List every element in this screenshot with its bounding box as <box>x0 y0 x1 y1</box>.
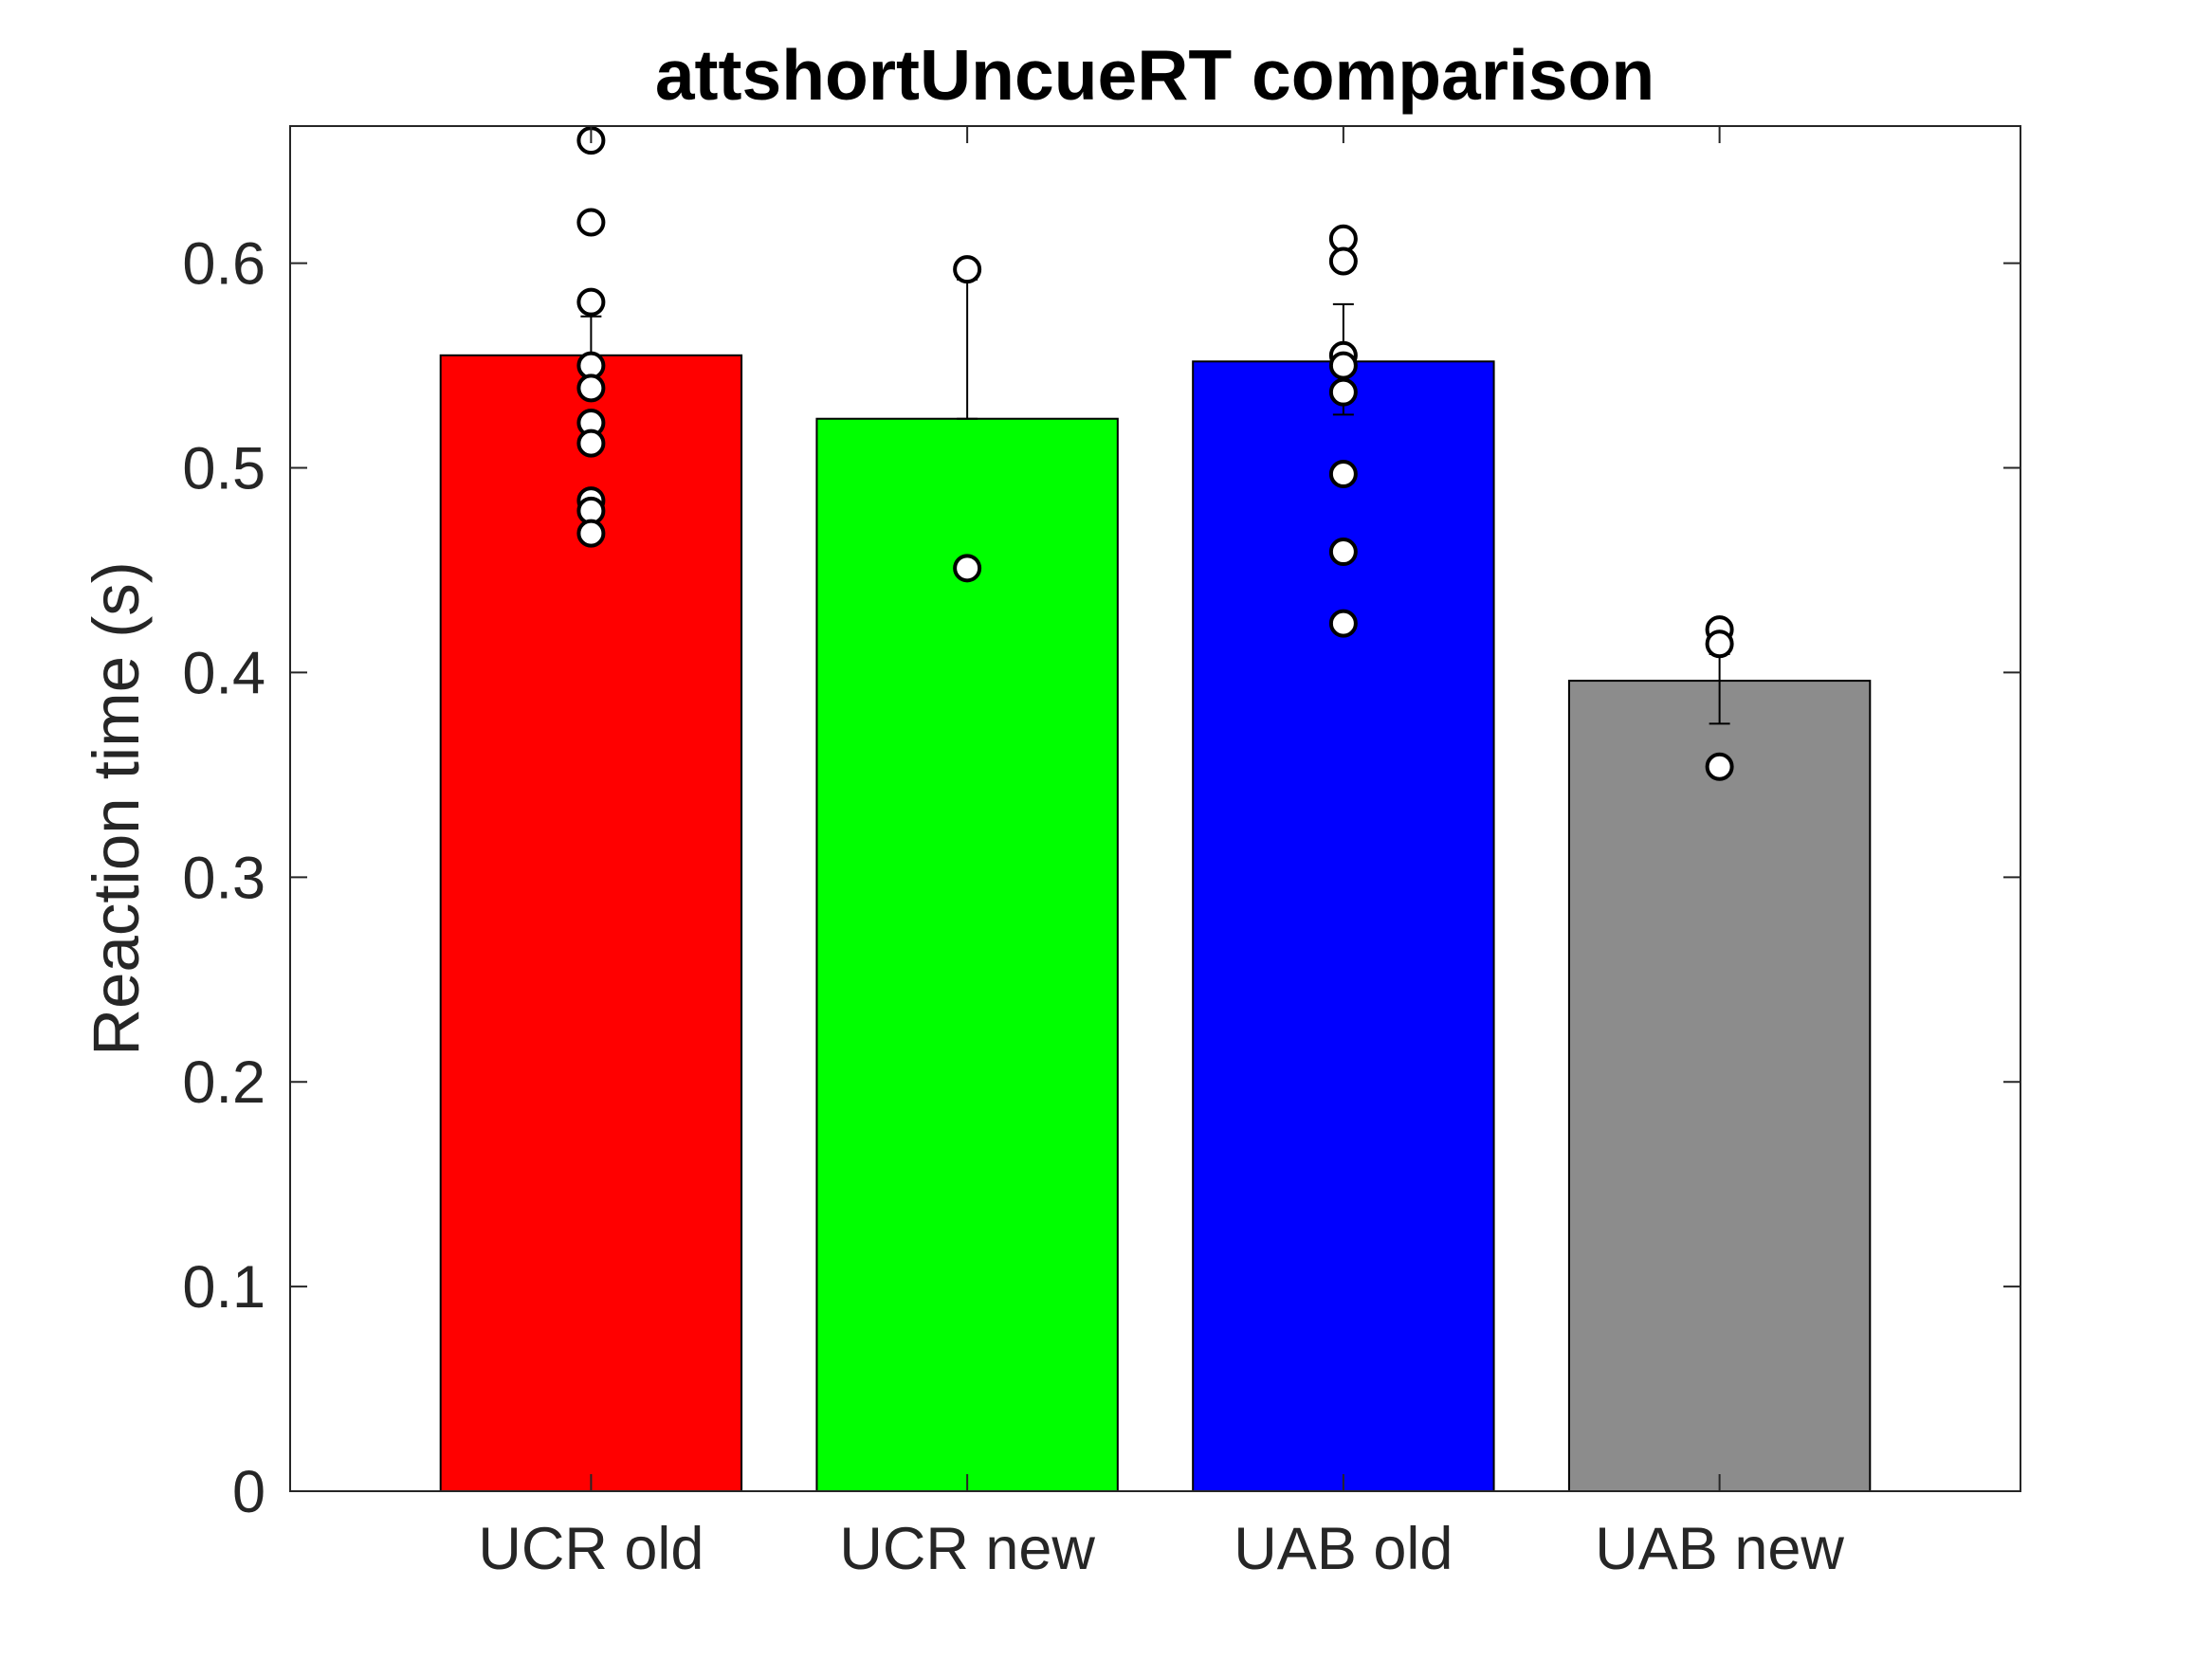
data-point-ucr-old-5 <box>576 374 606 403</box>
y-tick-label-1: 0.1 <box>182 1254 265 1321</box>
y-tick-labels: 0 0.1 0.2 0.3 0.4 0.5 0.6 <box>182 231 265 1525</box>
data-point-uab-old-7 <box>1328 538 1358 567</box>
data-point-uab-old-8 <box>1328 609 1358 638</box>
data-point-uab-new-3 <box>1705 752 1734 781</box>
data-points-layer <box>576 126 1734 781</box>
y-tick-label-0: 0 <box>232 1459 265 1525</box>
y-tick-label-5: 0.5 <box>182 436 265 502</box>
x-tick-label-ucr-old: UCR old <box>478 1516 704 1582</box>
data-point-uab-old-4 <box>1328 351 1358 380</box>
y-tick-label-6: 0.6 <box>182 231 265 298</box>
data-point-uab-old-2 <box>1328 246 1358 276</box>
data-point-ucr-old-10 <box>576 519 606 548</box>
x-tick-label-uab-new: UAB new <box>1595 1516 1844 1582</box>
data-point-uab-old-5 <box>1328 377 1358 407</box>
y-tick-label-4: 0.4 <box>182 640 265 706</box>
data-point-ucr-old-2 <box>576 208 606 237</box>
ticks-layer <box>290 126 2020 1492</box>
plot-frame <box>289 125 2021 1492</box>
data-point-uab-new-2 <box>1705 629 1734 659</box>
bar-uab-old <box>1192 360 1495 1492</box>
y-axis-label: Reaction time (s) <box>80 561 153 1055</box>
data-point-ucr-new-1 <box>953 255 982 284</box>
x-tick-label-ucr-new: UCR new <box>839 1516 1095 1582</box>
x-tick-label-uab-old: UAB old <box>1234 1516 1453 1582</box>
x-tick-labels: UCR old UCR new UAB old UAB new <box>478 1516 1844 1582</box>
data-point-ucr-old-3 <box>576 287 606 317</box>
y-tick-label-3: 0.3 <box>182 845 265 911</box>
chart-title: attshortUncueRT comparison <box>655 35 1654 115</box>
data-point-ucr-old-7 <box>576 428 606 458</box>
y-tick-label-2: 0.2 <box>182 1049 265 1116</box>
bar-uab-new <box>1567 680 1872 1492</box>
data-point-uab-old-6 <box>1328 460 1358 489</box>
data-point-ucr-new-2 <box>953 554 982 583</box>
